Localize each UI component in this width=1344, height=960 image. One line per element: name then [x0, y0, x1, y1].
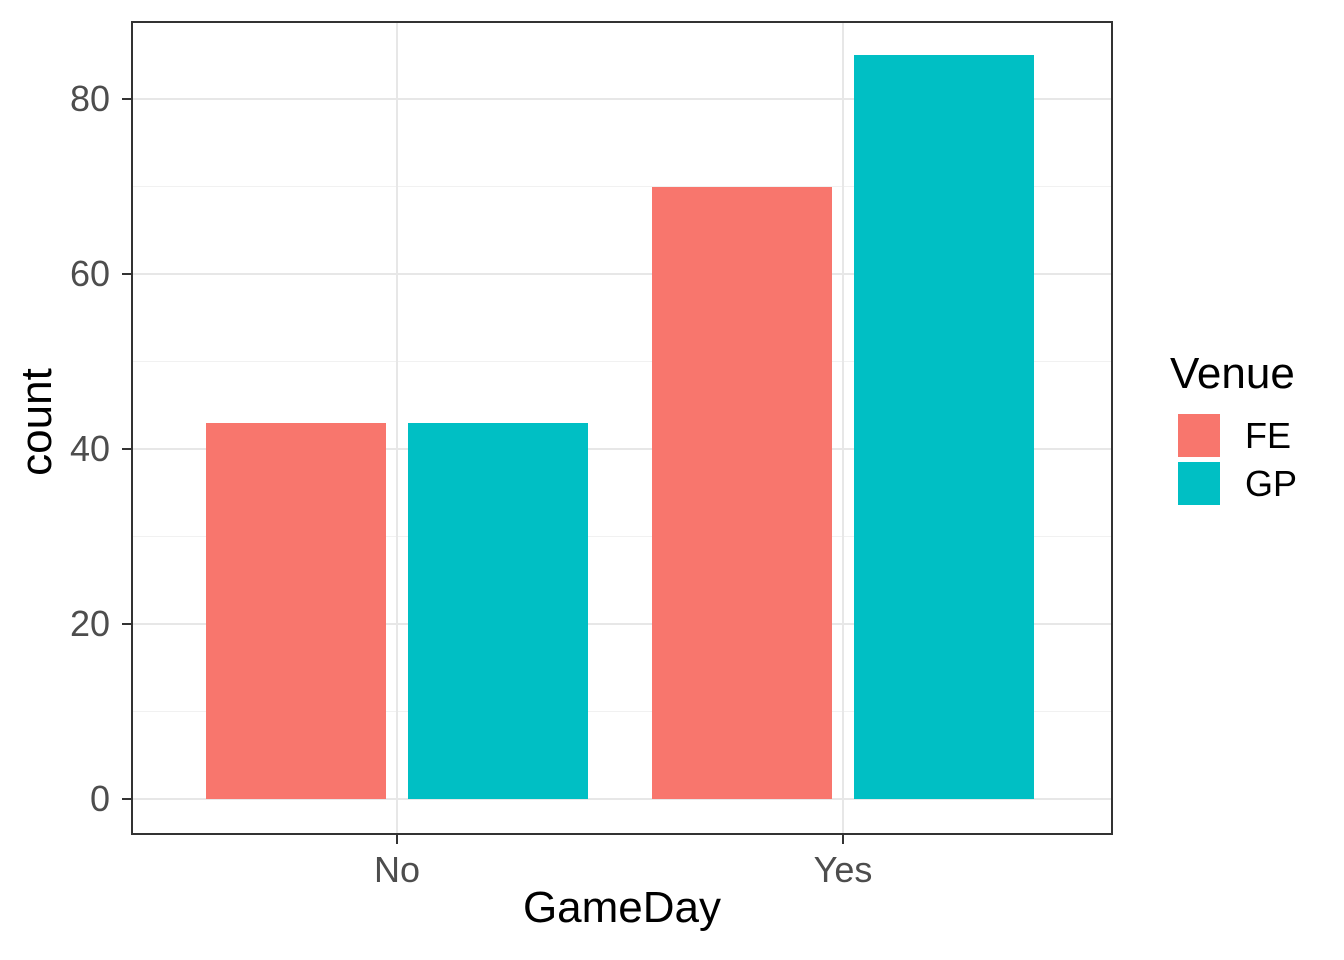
bar-no-fe [206, 422, 386, 799]
gridline-minor-y [131, 186, 1113, 187]
gridline-major-y [131, 273, 1113, 275]
legend-items: FE GP [1178, 414, 1297, 505]
plot-panel [131, 21, 1113, 835]
x-tick-label-yes: Yes [813, 849, 873, 890]
x-axis-title: GameDay [522, 883, 722, 932]
gridline-major-y [131, 98, 1113, 100]
y-tick-label: 60 [69, 253, 110, 294]
legend-item-fe: FE [1178, 414, 1297, 457]
gridline-major-y [131, 448, 1113, 450]
y-tick-mark [122, 447, 131, 451]
gridline-major-y [131, 623, 1113, 625]
bar-no-gp [408, 422, 588, 799]
legend-swatch-fe [1178, 414, 1220, 457]
gridline-major-x [842, 21, 844, 835]
gridline-major-x [396, 21, 398, 835]
y-tick-label: 40 [69, 428, 110, 469]
bar-yes-fe [652, 186, 832, 799]
legend: Venue FE GP [1170, 352, 1297, 510]
y-tick-label: 20 [69, 603, 110, 644]
gridline-major-y [131, 798, 1113, 800]
x-tick-mark [841, 835, 845, 844]
y-tick-label: 80 [69, 78, 110, 119]
x-tick-mark [395, 835, 399, 844]
legend-item-gp: GP [1178, 462, 1297, 505]
y-tick-mark [122, 272, 131, 276]
legend-title: Venue [1170, 349, 1295, 398]
gridline-minor-y [131, 361, 1113, 362]
legend-label-gp: GP [1245, 462, 1298, 504]
bar-yes-gp [854, 55, 1034, 799]
x-tick-label-no: No [373, 849, 421, 890]
y-tick-mark [122, 97, 131, 101]
y-tick-label: 0 [89, 778, 110, 819]
gridline-minor-y [131, 536, 1113, 537]
y-tick-mark [122, 797, 131, 801]
legend-label-fe: FE [1245, 414, 1292, 456]
gridline-minor-y [131, 711, 1113, 712]
y-tick-mark [122, 622, 131, 626]
legend-swatch-gp [1178, 462, 1220, 505]
